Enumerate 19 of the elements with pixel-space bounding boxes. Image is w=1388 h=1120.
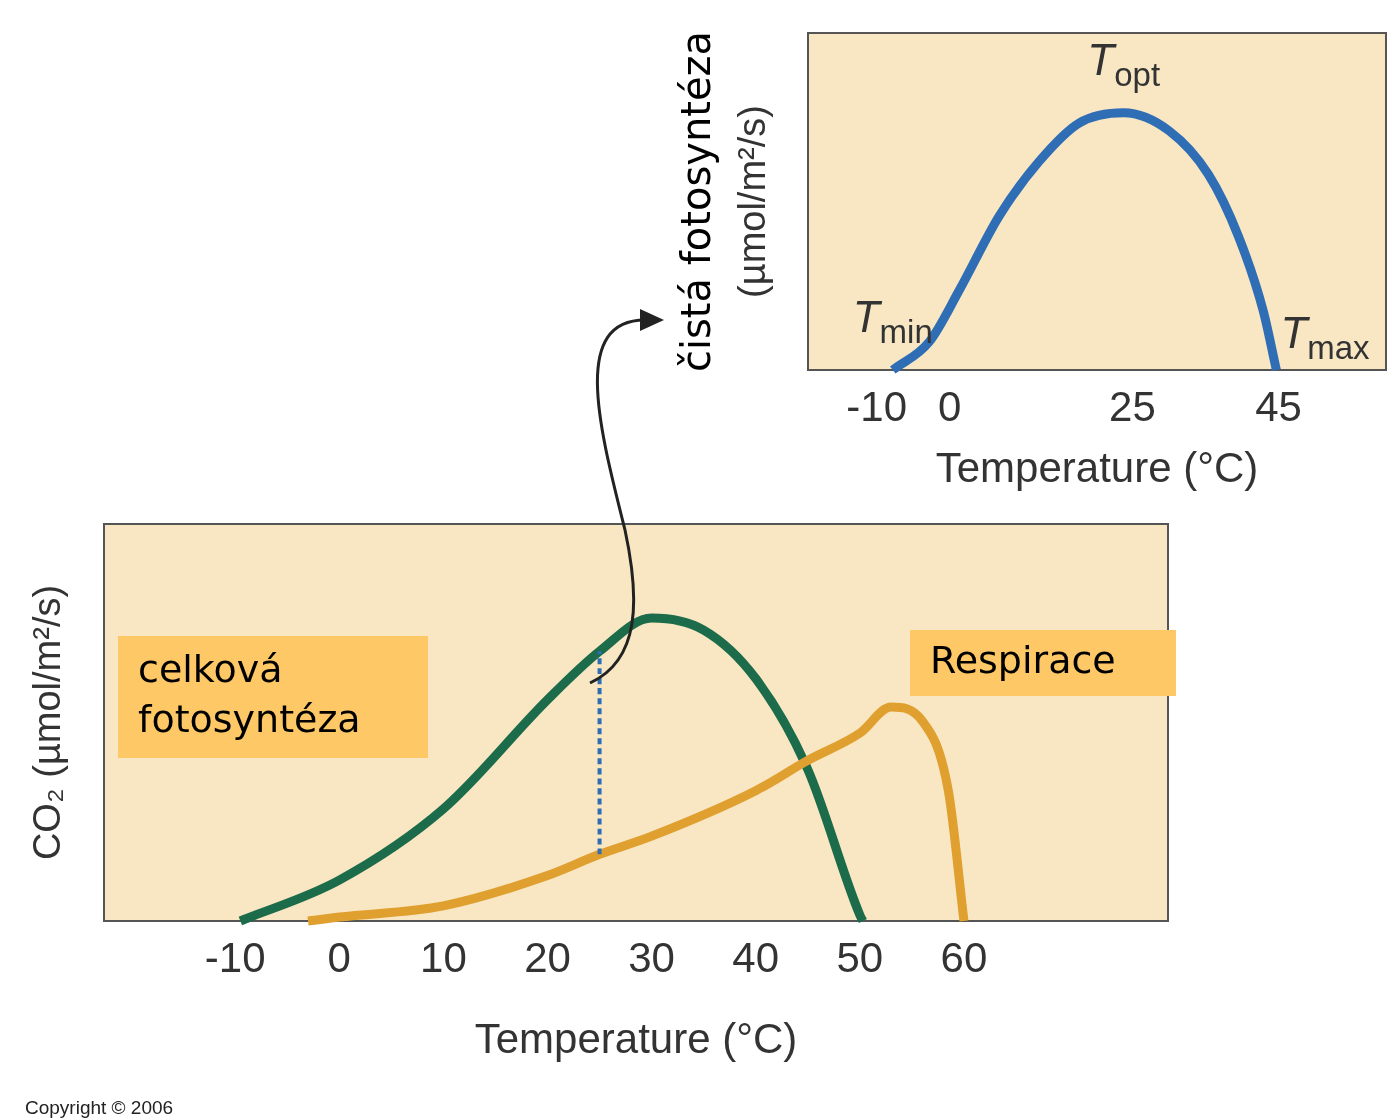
x-tick-label: 25: [1109, 382, 1156, 430]
y-axis-title: CO₂ (µmol/m²/s): [26, 584, 69, 861]
x-tick-label: 40: [732, 933, 780, 981]
x-tick-label: 45: [1255, 382, 1302, 430]
x-tick-label: -10: [204, 933, 266, 981]
x-axis-title: Temperature (°C): [935, 444, 1259, 492]
x-tick-label: 20: [524, 933, 571, 981]
x-tick-label: 60: [940, 933, 988, 981]
x-tick-label: 0: [327, 933, 351, 981]
x-axis-title: Temperature (°C): [474, 1015, 798, 1063]
text: Copyright © 2006: [25, 1097, 174, 1118]
series-label: Respirace: [930, 637, 1116, 682]
x-tick-label: 30: [628, 933, 675, 981]
x-tick-label: 10: [420, 933, 467, 981]
x-tick-label: -10: [846, 382, 908, 430]
x-tick-label: 0: [938, 382, 962, 430]
text: celková fotosyntéza: [138, 646, 361, 741]
y-axis-title: čistá fotosyntéza (µmol/m²/s): [673, 30, 774, 373]
x-tick-label: 50: [836, 933, 884, 981]
